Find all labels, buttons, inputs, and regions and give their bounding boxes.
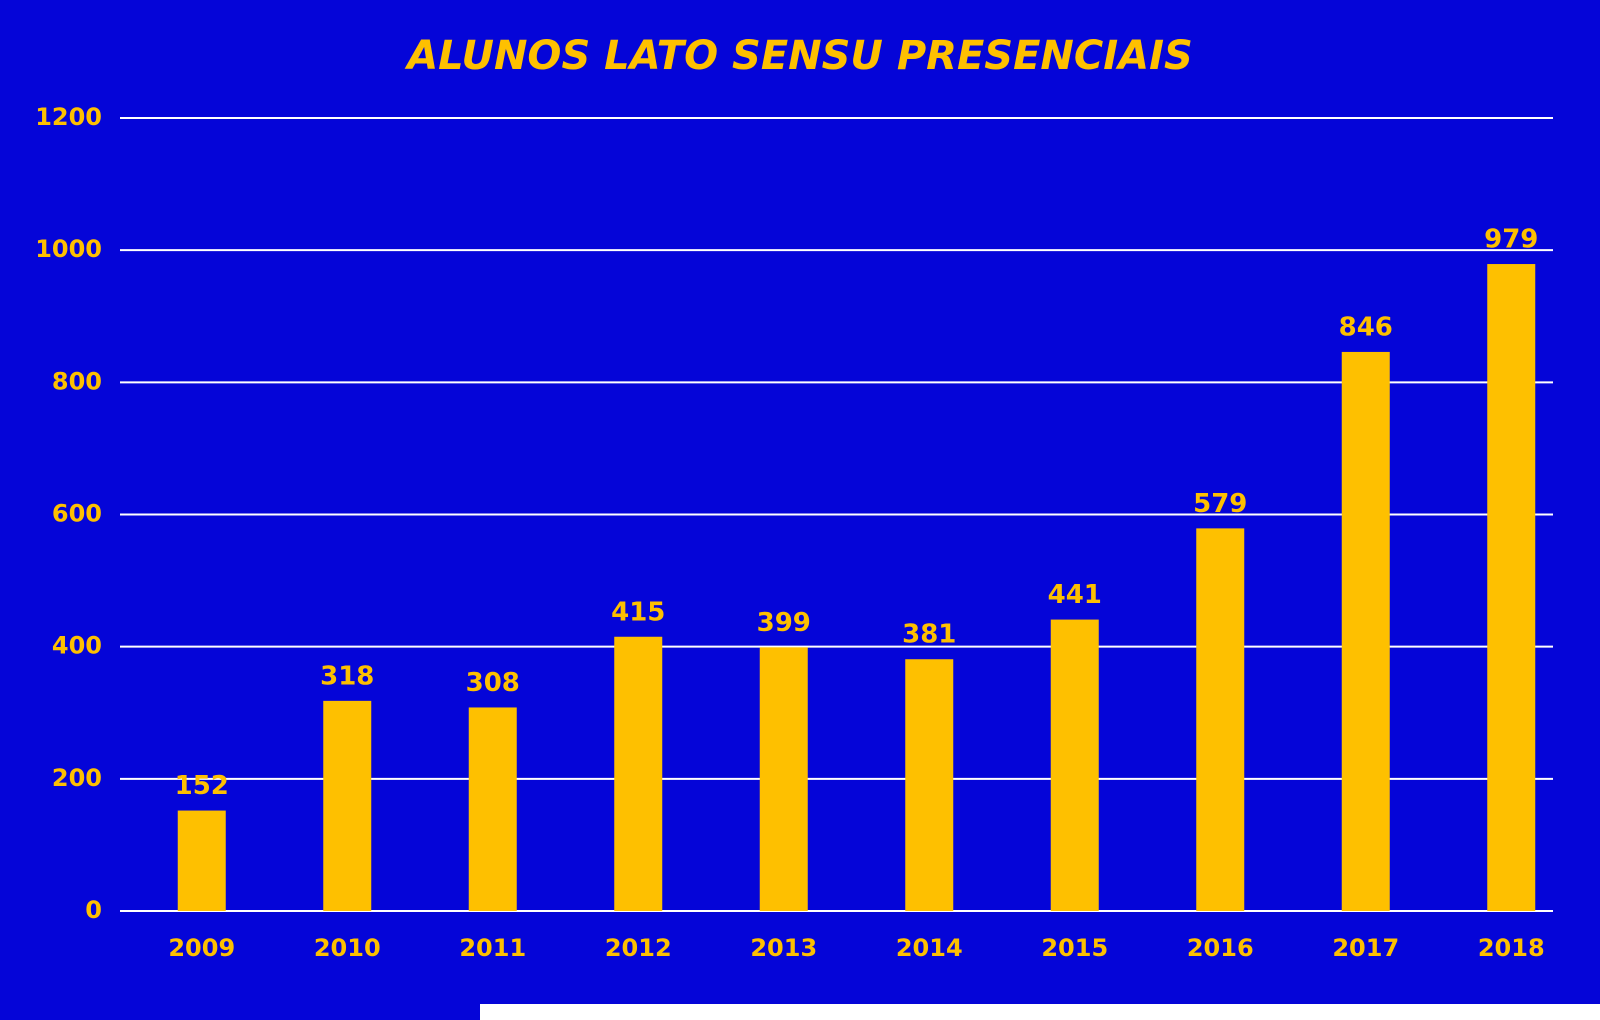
value-label: 308	[466, 668, 520, 698]
x-tick-label: 2017	[1332, 934, 1399, 962]
value-label: 381	[902, 620, 956, 650]
value-label: 152	[175, 771, 229, 801]
y-tick-label: 400	[52, 632, 102, 660]
bar	[323, 700, 372, 911]
value-label: 318	[320, 661, 374, 691]
bar	[1050, 619, 1099, 911]
value-label: 415	[611, 597, 665, 627]
footer-strip	[480, 1004, 1600, 1020]
x-tick-label: 2012	[605, 934, 672, 962]
bar	[177, 810, 226, 911]
value-label: 979	[1484, 225, 1538, 255]
chart-title: ALUNOS LATO SENSU PRESENCIAIS	[404, 33, 1193, 79]
bar	[1341, 351, 1390, 911]
x-tick-label: 2016	[1187, 934, 1254, 962]
y-tick-label: 1000	[35, 235, 102, 263]
bar	[468, 707, 517, 911]
x-tick-label: 2018	[1478, 934, 1545, 962]
value-label: 579	[1193, 489, 1247, 519]
x-tick-label: 2011	[459, 934, 526, 962]
value-label: 846	[1339, 312, 1393, 342]
x-tick-label: 2015	[1041, 934, 1108, 962]
y-tick-label: 600	[52, 500, 102, 528]
value-label: 441	[1048, 580, 1102, 610]
y-tick-label: 800	[52, 367, 102, 395]
x-tick-label: 2014	[896, 934, 963, 962]
y-tick-label: 200	[52, 764, 102, 792]
bar	[1487, 264, 1536, 911]
bar	[1196, 528, 1245, 911]
y-tick-label: 0	[85, 896, 102, 924]
bar	[614, 636, 663, 911]
bar	[759, 647, 808, 911]
x-tick-label: 2009	[168, 934, 235, 962]
bar	[905, 659, 954, 911]
x-tick-label: 2010	[314, 934, 381, 962]
value-label: 399	[757, 608, 811, 638]
x-tick-label: 2013	[750, 934, 817, 962]
y-tick-label: 1200	[35, 103, 102, 131]
